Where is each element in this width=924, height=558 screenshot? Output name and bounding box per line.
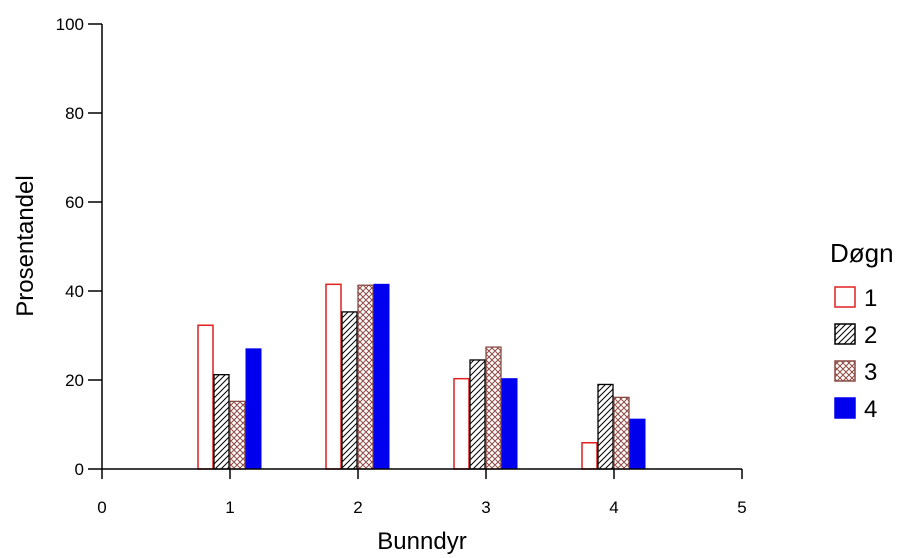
x-axis-label: Bunndyr <box>377 528 466 555</box>
x-tick-label: 0 <box>97 498 106 517</box>
y-tick-label: 60 <box>65 193 84 212</box>
y-tick-label: 100 <box>56 15 84 34</box>
bar <box>229 400 246 470</box>
y-tick-label: 40 <box>65 282 84 301</box>
legend-label: 3 <box>864 359 877 386</box>
bar <box>197 324 214 470</box>
y-axis-label: Prosentandel <box>12 175 39 316</box>
legend-swatch <box>834 323 856 345</box>
legend-swatch <box>834 286 856 308</box>
bar <box>469 359 486 470</box>
bar <box>485 346 502 470</box>
y-tick-label: 0 <box>75 460 84 479</box>
x-tick-label: 3 <box>481 498 490 517</box>
legend-swatch <box>834 397 856 419</box>
x-tick-label: 1 <box>225 498 234 517</box>
bar <box>213 374 230 470</box>
bar <box>373 283 390 470</box>
bar <box>357 284 374 470</box>
y-tick-label: 20 <box>65 371 84 390</box>
bar <box>501 378 518 470</box>
bar <box>597 383 614 470</box>
legend-label: 2 <box>864 322 877 349</box>
legend-title: Døgn <box>830 238 894 268</box>
legend-label: 4 <box>864 396 877 423</box>
bar <box>453 377 470 470</box>
bar <box>341 311 358 470</box>
x-tick-label: 2 <box>353 498 362 517</box>
x-axis-ticks: 0 1 2 3 4 5 <box>97 469 747 517</box>
bars-group <box>197 283 646 470</box>
bar <box>581 441 598 470</box>
bar <box>613 396 630 470</box>
y-axis-ticks: 0 20 40 60 80 100 <box>56 15 102 479</box>
bar <box>629 418 646 470</box>
x-tick-label: 5 <box>737 498 746 517</box>
legend: Døgn 1 2 3 4 <box>830 238 894 423</box>
legend-swatch <box>834 360 856 382</box>
x-tick-label: 4 <box>609 498 618 517</box>
bar <box>245 348 262 470</box>
legend-label: 1 <box>864 285 877 312</box>
y-tick-label: 80 <box>65 104 84 123</box>
bar <box>325 283 342 470</box>
plot-area: 0 1 2 3 4 5 0 20 40 60 80 100 <box>56 15 747 517</box>
